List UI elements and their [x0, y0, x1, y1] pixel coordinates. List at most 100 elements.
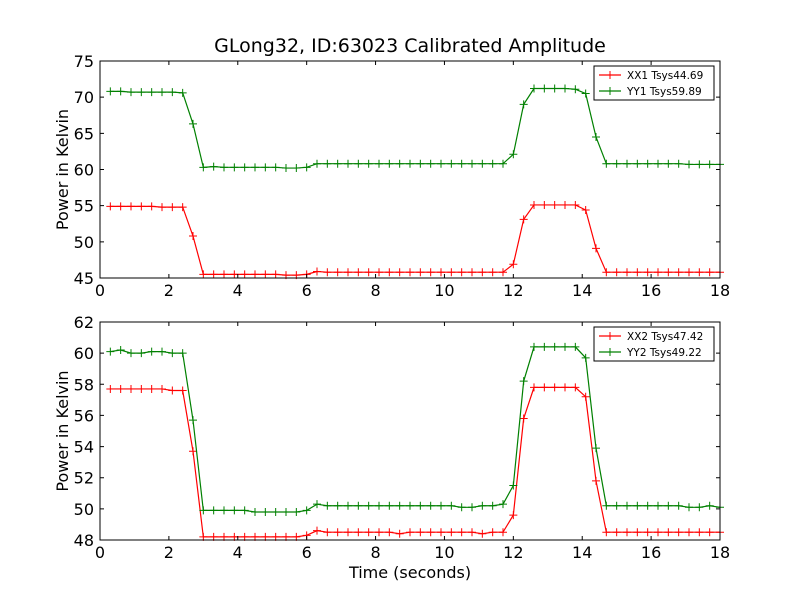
data-point-marker [664, 501, 673, 510]
data-point-marker [550, 342, 559, 351]
data-point-marker [364, 528, 373, 537]
data-point-marker [416, 528, 425, 537]
data-point-marker [416, 268, 425, 277]
top-panel: 0 2 4 6 8 10 12 14 16 18 45 50 55 60 65 70 75 Power in Ke… [53, 52, 730, 300]
data-point-marker [323, 501, 332, 510]
data-point-marker [488, 528, 497, 537]
data-point-marker [209, 162, 218, 171]
data-point-marker [530, 342, 538, 351]
y-axis-label: Power in Kelvin [53, 370, 72, 491]
data-point-marker [705, 528, 714, 537]
data-point-marker [147, 88, 156, 97]
data-point-marker [633, 268, 642, 277]
data-point-marker [654, 159, 662, 168]
data-point-marker [643, 159, 652, 168]
data-point-marker [674, 268, 683, 277]
data-point-marker [457, 528, 466, 537]
data-point-marker [416, 159, 425, 168]
data-point-marker [251, 270, 259, 279]
data-point-marker [313, 500, 321, 509]
data-point-marker [571, 200, 580, 209]
data-point-marker [643, 268, 652, 277]
data-point-marker [333, 528, 342, 537]
data-point-marker [147, 202, 156, 211]
y-tick-label: 50 [74, 233, 94, 252]
data-point-marker [685, 503, 693, 512]
data-point-marker [189, 416, 197, 425]
data-point-marker [571, 85, 580, 94]
data-point-marker [116, 384, 125, 393]
data-point-marker [292, 507, 301, 516]
data-point-marker [333, 501, 342, 510]
x-tick-label: 16 [641, 281, 661, 300]
data-point-marker [220, 506, 228, 515]
data-point-marker [220, 270, 228, 279]
x-tick-label: 10 [434, 281, 454, 300]
data-point-marker [633, 528, 642, 537]
data-point-marker [220, 163, 228, 172]
x-tick-label: 0 [95, 281, 105, 300]
x-tick-label: 12 [503, 281, 523, 300]
y-tick-label: 65 [74, 124, 94, 143]
data-point-marker [519, 100, 528, 109]
data-point-marker [499, 528, 507, 537]
chart-title: GLong32, ID:63023 Calibrated Amplitude [214, 35, 606, 57]
data-point-marker [292, 164, 301, 173]
data-point-marker [540, 342, 549, 351]
data-point-marker [364, 268, 373, 277]
data-point-marker [623, 501, 631, 510]
data-point-marker [530, 383, 538, 392]
data-point-marker [530, 200, 538, 209]
data-point-marker [333, 268, 342, 277]
data-point-marker [385, 268, 394, 277]
data-point-marker [158, 203, 166, 212]
data-point-marker [499, 159, 507, 168]
data-point-marker [385, 528, 394, 537]
data-point-marker [354, 159, 363, 168]
plot-frame [99, 321, 721, 541]
data-point-marker [468, 268, 476, 277]
x-tick-label: 2 [164, 281, 174, 300]
data-point-marker [447, 268, 456, 277]
data-point-marker [178, 88, 187, 97]
data-point-marker [592, 444, 600, 453]
x-tick-label: 14 [572, 281, 592, 300]
data-point-marker [106, 384, 115, 393]
data-point-marker [468, 528, 476, 537]
data-point-marker [116, 346, 125, 355]
data-point-marker [674, 528, 683, 537]
data-point-marker [199, 163, 208, 172]
data-point-marker [302, 163, 311, 172]
data-point-marker [406, 159, 414, 168]
data-point-marker [623, 528, 631, 537]
y-tick-label: 75 [74, 52, 94, 71]
data-point-marker [416, 501, 425, 510]
data-point-marker [705, 268, 714, 277]
y-tick-label: 60 [74, 161, 94, 180]
data-point-marker [643, 528, 652, 537]
data-point-marker [519, 414, 528, 423]
data-point-marker [695, 528, 704, 537]
data-point-marker [137, 349, 146, 358]
data-point-marker [209, 270, 218, 279]
data-point-marker [519, 377, 528, 386]
data-point-marker [147, 384, 156, 393]
x-tick-label: 4 [233, 543, 243, 562]
data-point-marker [664, 268, 673, 277]
data-point-marker [685, 528, 693, 537]
data-point-marker [230, 270, 239, 279]
data-point-marker [468, 159, 476, 168]
data-point-marker [695, 503, 704, 512]
x-tick-label: 10 [434, 543, 454, 562]
data-point-marker [509, 481, 518, 490]
data-point-marker [478, 529, 487, 538]
data-point-marker [488, 268, 497, 277]
x-tick-label: 14 [572, 543, 592, 562]
data-point-marker [406, 528, 414, 537]
data-point-marker [426, 159, 435, 168]
legend-entry-label: YY2 Tsys49.22 [626, 347, 702, 359]
data-point-marker [106, 202, 115, 211]
data-point-marker [116, 87, 125, 96]
data-point-marker [271, 270, 280, 279]
x-tick-label: 6 [302, 281, 312, 300]
